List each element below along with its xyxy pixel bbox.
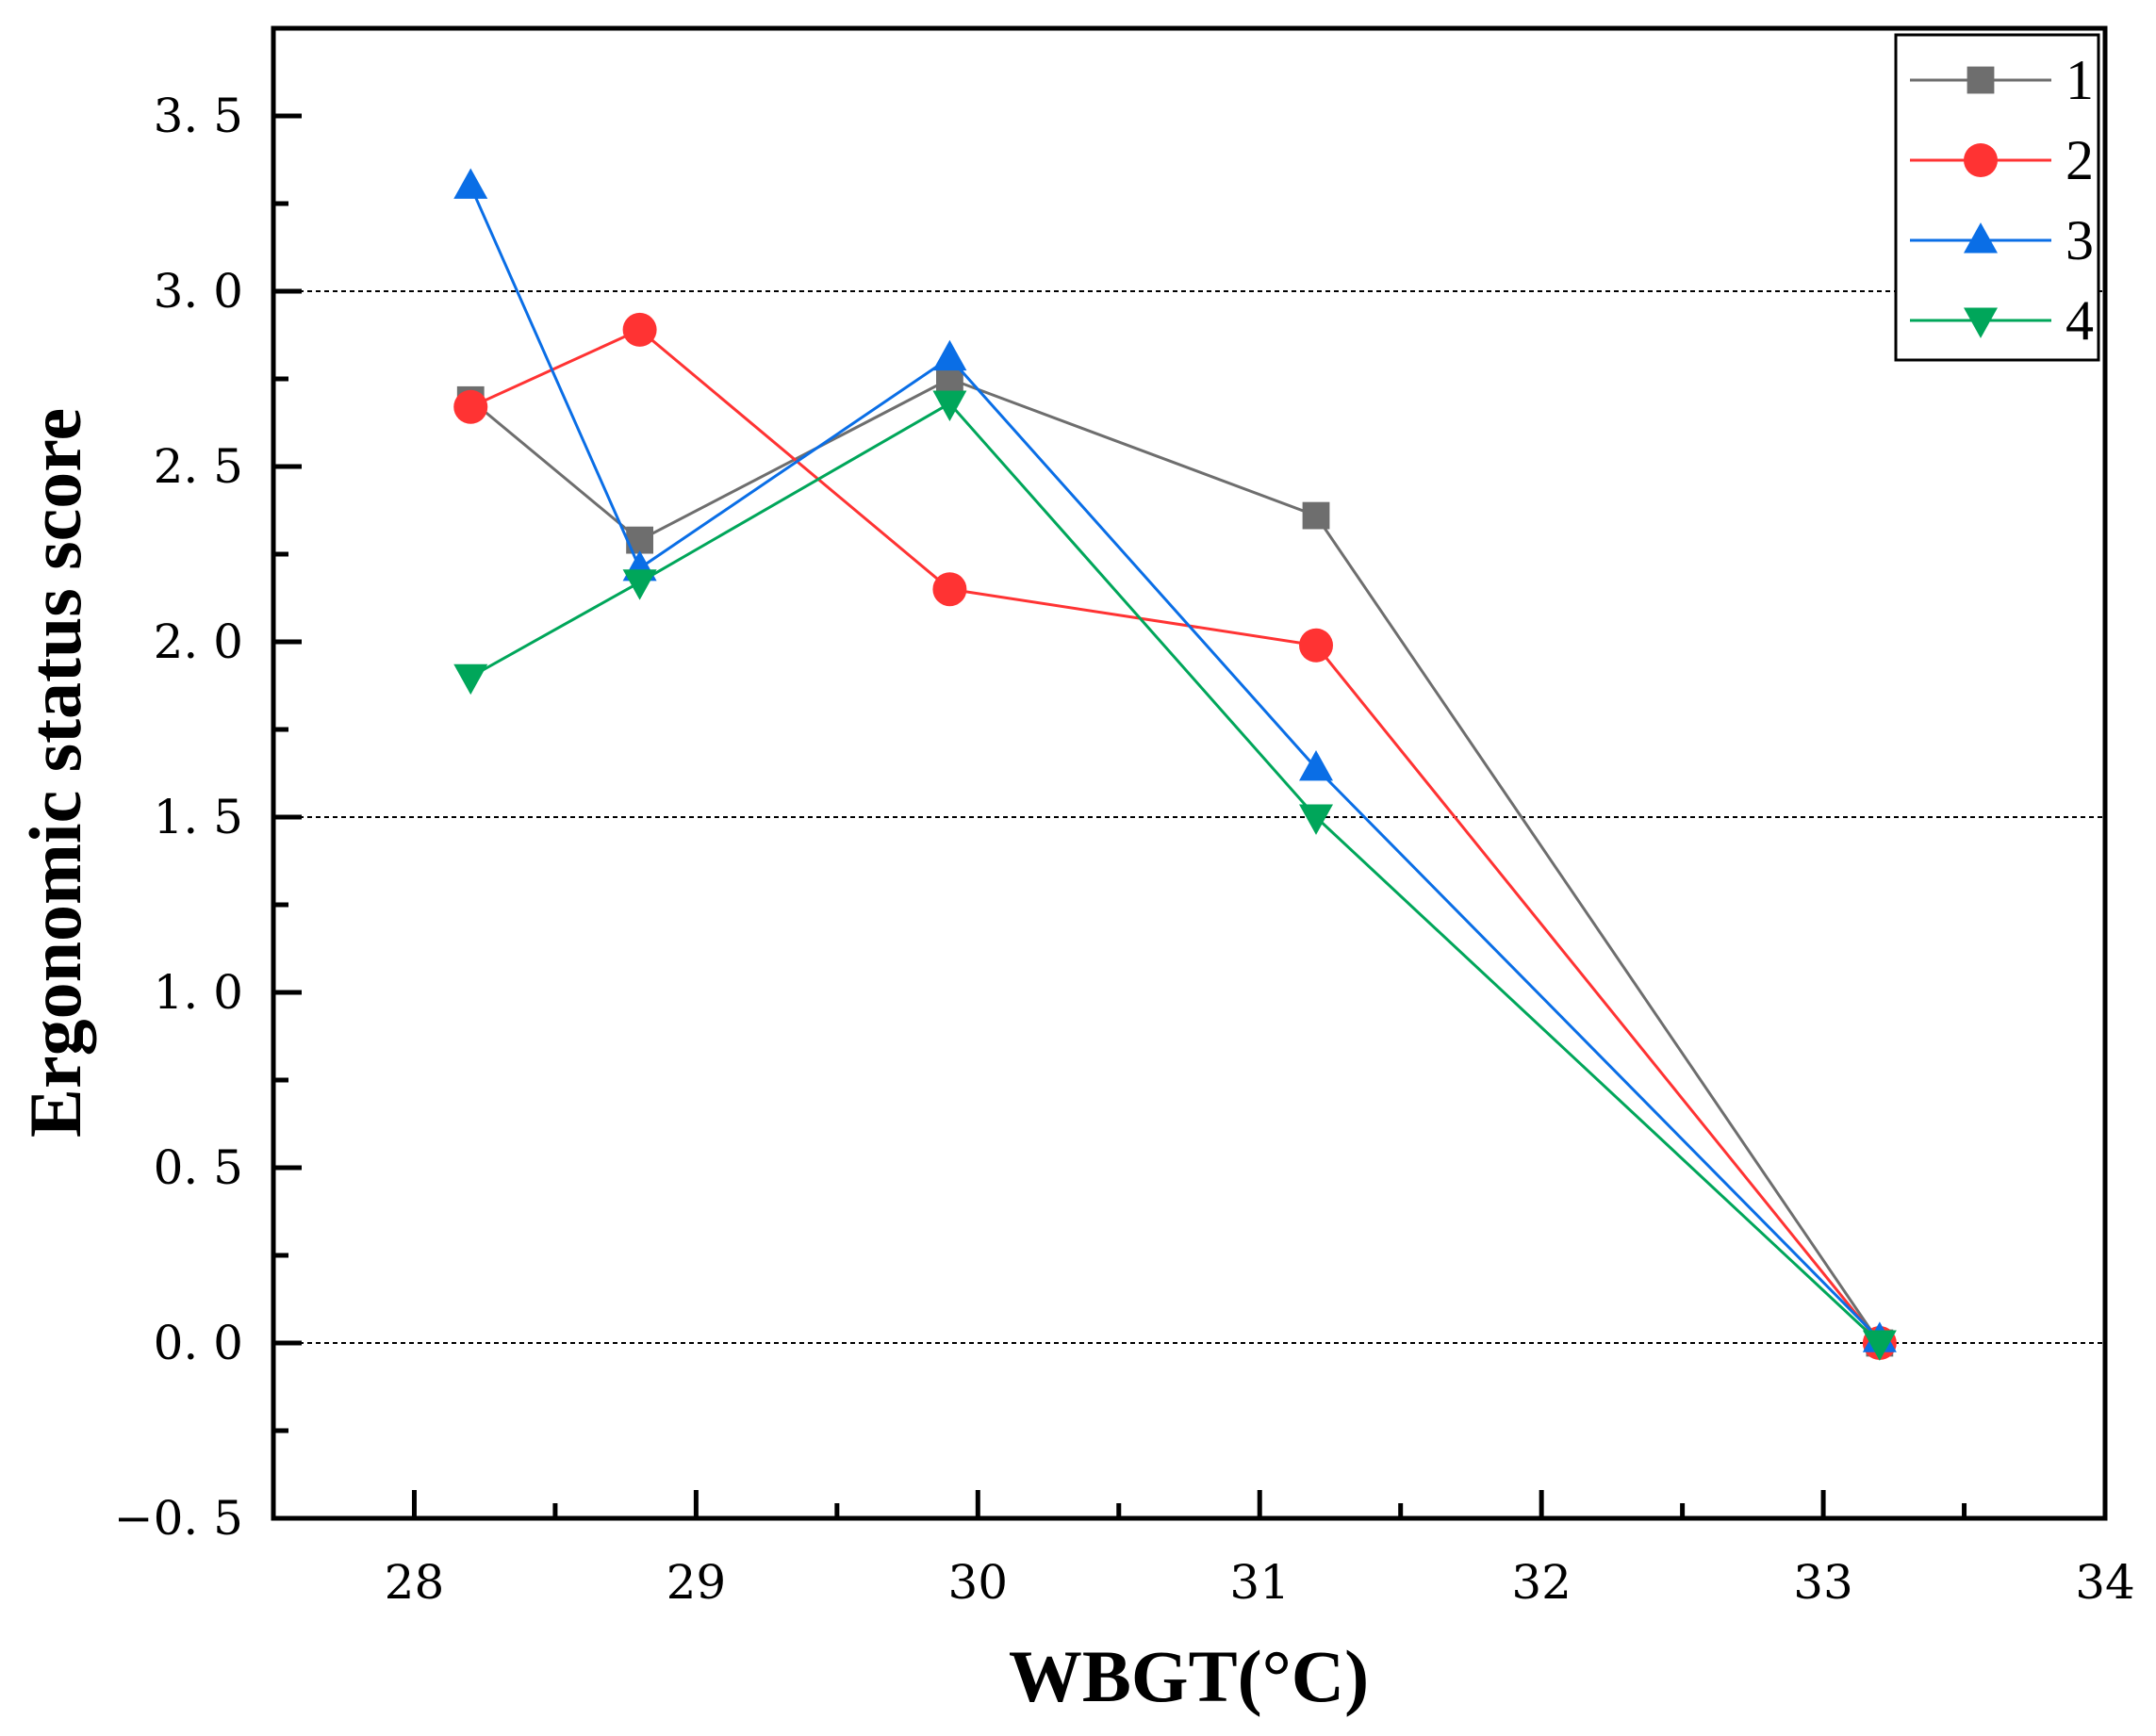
- square-marker: [1967, 66, 1995, 94]
- y-axis-title: Ergonomic status score: [14, 408, 96, 1138]
- data-point: [453, 663, 488, 696]
- data-point: [453, 389, 488, 424]
- plot-frame: [271, 25, 2108, 1521]
- x-axis: 28 29 30 31 32 33 34: [385, 1490, 2135, 1610]
- legend-label: 3: [2065, 209, 2094, 271]
- data-point: [932, 339, 967, 371]
- x-tick-label: 31: [1229, 1555, 1290, 1610]
- data-point: [1862, 1330, 1897, 1361]
- y-tick-label: 2. 0: [154, 614, 243, 669]
- data-point: [1302, 501, 1330, 530]
- y-tick-label: 3. 5: [154, 89, 243, 143]
- data-point: [1299, 804, 1334, 835]
- data-point: [622, 312, 657, 347]
- y-axis: −0. 5 0. 0 0. 5 1. 0 1. 5 2. 0 2. 5 3. 0 3. 5: [114, 89, 302, 1546]
- series-layer: [453, 168, 1897, 1361]
- x-tick-label: 29: [667, 1555, 727, 1610]
- legend-box: [1894, 33, 2100, 362]
- triangle-up-marker: [1964, 222, 1998, 254]
- x-axis-title: WBGT(°C): [1009, 1635, 1369, 1717]
- legend-item-3: 3: [1910, 209, 2094, 271]
- data-point: [1299, 750, 1334, 781]
- y-tick-label: 0. 0: [154, 1316, 243, 1370]
- legend-label: 2: [2065, 129, 2094, 191]
- x-tick-label: 28: [385, 1555, 445, 1610]
- legend-label: 1: [2065, 49, 2094, 111]
- x-tick-label: 30: [947, 1555, 1008, 1610]
- triangle-down-marker: [1964, 307, 1998, 338]
- legend-item-1: 1: [1910, 49, 2094, 111]
- y-tick-label: 0. 5: [154, 1140, 243, 1195]
- x-tick-label: 33: [1793, 1555, 1853, 1610]
- y-tick-label: −0. 5: [114, 1491, 243, 1546]
- data-point: [453, 168, 488, 199]
- x-tick-label: 32: [1511, 1555, 1572, 1610]
- y-tick-label: 2. 5: [154, 439, 243, 494]
- series-4: [453, 390, 1897, 1361]
- data-point: [622, 569, 657, 600]
- data-point: [1299, 628, 1334, 663]
- data-point: [932, 572, 967, 607]
- plot-area: [273, 28, 2105, 1518]
- y-tick-label: 3. 0: [154, 264, 243, 319]
- circle-marker: [1964, 143, 1998, 177]
- y-tick-label: 1. 0: [154, 965, 243, 1020]
- x-tick-label: 34: [2075, 1555, 2135, 1610]
- data-point: [932, 390, 967, 421]
- y-tick-label: 1. 5: [154, 790, 243, 844]
- legend-item-4: 4: [1910, 289, 2094, 352]
- legend-label: 4: [2065, 289, 2094, 352]
- legend-item-2: 2: [1910, 129, 2094, 191]
- legend: 1 2 3 4: [1894, 33, 2100, 362]
